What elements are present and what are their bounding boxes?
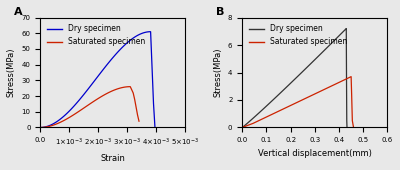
Y-axis label: Stress(MPa): Stress(MPa) [7,48,16,97]
X-axis label: Strain: Strain [100,154,125,163]
Text: A: A [14,7,23,17]
Y-axis label: Stress(MPa): Stress(MPa) [214,48,222,97]
Text: B: B [216,7,224,17]
Legend: Dry specimen, Saturated specimen: Dry specimen, Saturated specimen [246,21,351,49]
X-axis label: Vertical displacement(mm): Vertical displacement(mm) [258,149,372,158]
Legend: Dry specimen, Saturated specimen: Dry specimen, Saturated specimen [44,21,149,49]
